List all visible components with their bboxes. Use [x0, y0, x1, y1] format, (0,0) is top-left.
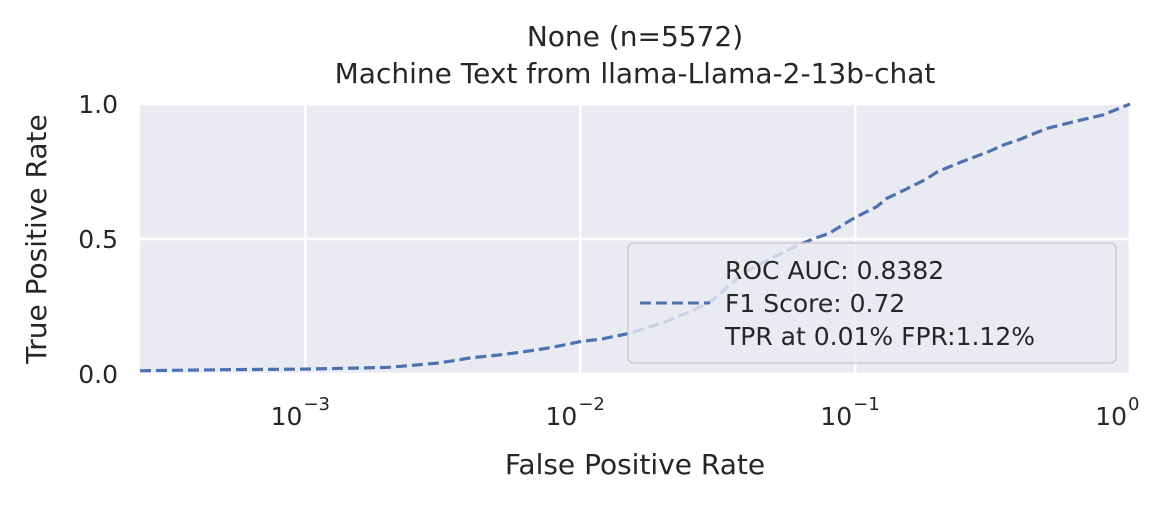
- grid: [140, 102, 1132, 376]
- x-tick-base: 10: [1095, 402, 1127, 431]
- x-tick-exponent: −3: [303, 394, 330, 415]
- chart-subtitle: Machine Text from llama-Llama-2-13b-chat: [335, 57, 936, 90]
- x-tick-label: 10 0: [1095, 394, 1139, 431]
- legend: ROC AUC: 0.8382 F1 Score: 0.72 TPR at 0.…: [627, 242, 1117, 364]
- x-tick-exponent: −1: [853, 394, 880, 415]
- x-tick-label: 10 −3: [271, 394, 330, 431]
- x-ticks: 10 −3 10 −2 10 −1 10 0: [271, 394, 1140, 431]
- x-axis-label: False Positive Rate: [505, 448, 765, 481]
- legend-box: [627, 242, 1117, 364]
- x-tick-base: 10: [271, 402, 303, 431]
- y-ticks: 0.0 0.5 1.0: [78, 90, 118, 389]
- chart-title: None (n=5572): [527, 20, 743, 53]
- x-tick-base: 10: [820, 402, 852, 431]
- legend-line-1: ROC AUC: 0.8382: [725, 256, 944, 285]
- x-tick-exponent: 0: [1128, 394, 1139, 415]
- y-tick-label: 0.5: [78, 225, 118, 254]
- legend-line-2: F1 Score: 0.72: [725, 289, 905, 318]
- y-tick-label: 1.0: [78, 90, 118, 119]
- x-tick-exponent: −2: [578, 394, 605, 415]
- x-tick-label: 10 −2: [546, 394, 605, 431]
- y-tick-label: 0.0: [78, 360, 118, 389]
- x-tick-label: 10 −1: [820, 394, 879, 431]
- x-tick-base: 10: [546, 402, 578, 431]
- legend-line-3: TPR at 0.01% FPR:1.12%: [724, 322, 1035, 351]
- y-axis-label: True Positive Rate: [20, 114, 53, 364]
